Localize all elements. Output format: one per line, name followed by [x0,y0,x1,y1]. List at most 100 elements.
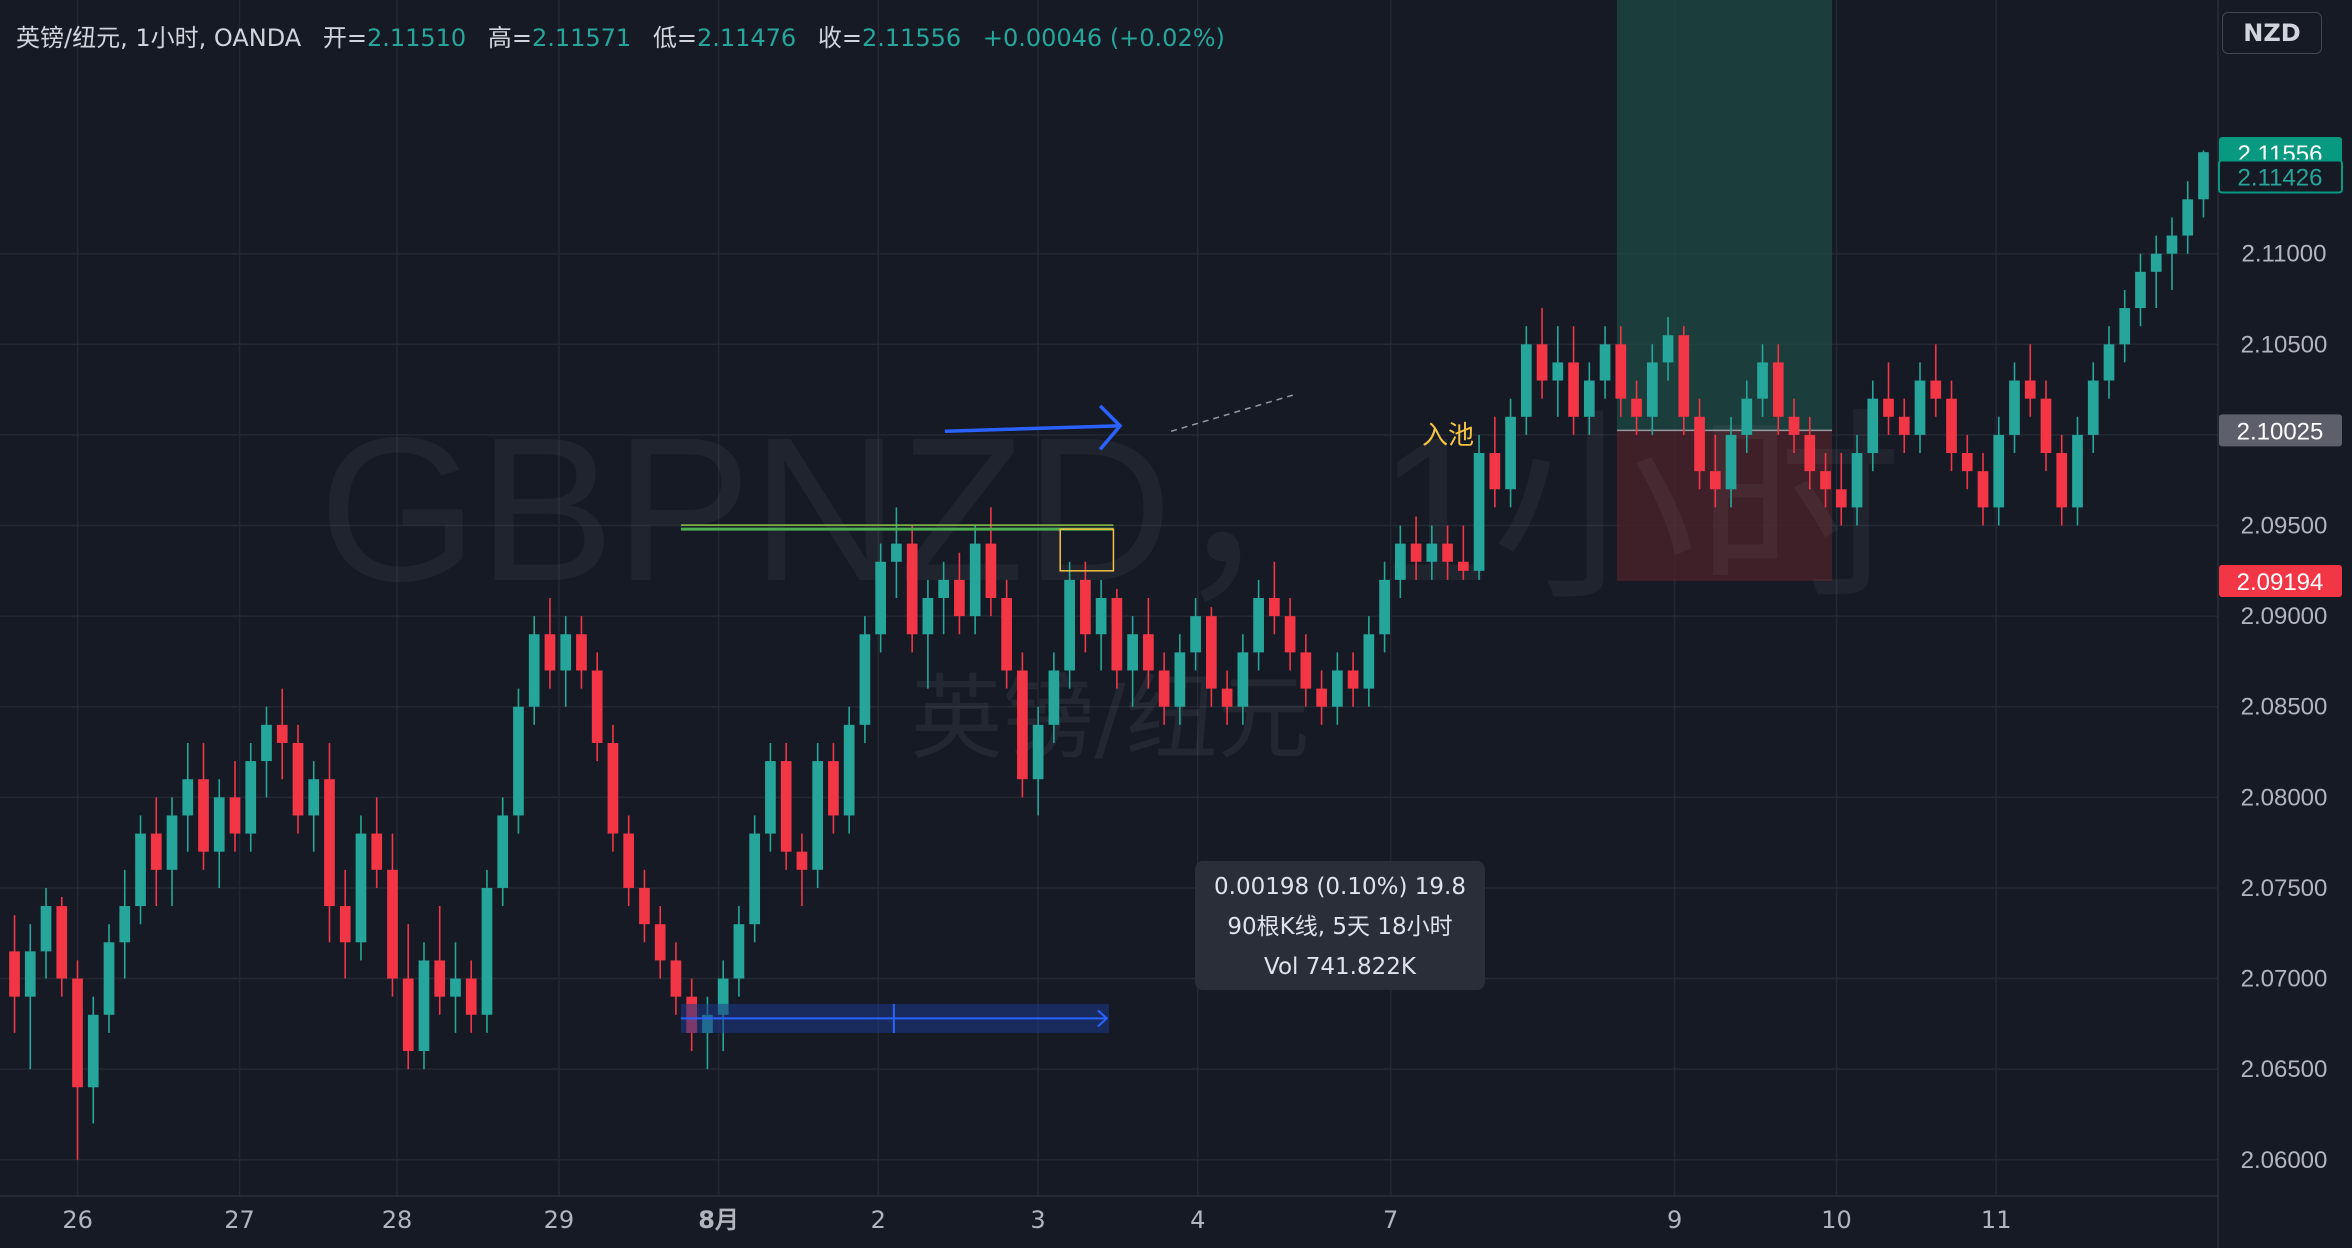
candle-body [1678,335,1690,417]
candle [812,742,824,888]
candle-body [2135,271,2146,309]
candle [1410,516,1422,580]
measure-volume: Vol 741.822K [1264,954,1416,980]
time-tick-label: 27 [224,1206,255,1234]
candle [654,906,666,979]
candle-body [2103,344,2115,381]
candle [1788,398,1800,454]
price-label-bg [2219,564,2342,597]
candle-body [1284,616,1296,653]
watermark-symbol: GBPNZD，1小时 [318,395,1901,624]
candle-body [198,779,209,852]
candle-body [1080,579,1091,635]
candle [1583,362,1595,435]
candle [150,797,162,907]
candle [922,579,934,689]
candle [1757,344,1768,417]
time-tick-label: 2 [871,1206,886,1234]
candle-body [103,942,115,1015]
candle [261,706,272,798]
candle [9,915,20,1033]
price-tick-label: 2.11000 [2242,241,2327,268]
candle [1552,326,1564,417]
candle-body [418,960,430,1052]
candle-body [560,634,572,671]
time-tick-label: 26 [62,1206,93,1234]
candle-body [1993,434,2005,508]
candle [623,815,635,907]
symbol-legend: 英镑/纽元, 1小时, OANDA 开=2.11510 高=2.11571 低=… [16,18,1225,53]
annotation-label[interactable]: 入池 [1422,421,1474,451]
currency-button[interactable]: NZD [2222,12,2322,54]
candle [2135,253,2146,327]
candle [339,869,351,979]
candle-body [1820,471,1831,490]
candle [796,833,808,907]
candle-body [481,887,493,1015]
candle [1946,380,1957,472]
candle-body [229,797,241,834]
candle-body [276,724,288,743]
candle-body [371,833,383,870]
stop-zone[interactable] [1616,430,1833,581]
candle-body [1977,471,1989,508]
chart-grid [0,0,2218,1196]
candle [135,815,146,925]
candle-body [2198,152,2209,200]
candle [1568,326,1579,435]
consolidation-box[interactable] [1059,528,1115,572]
candle [24,924,36,1070]
candle-body [24,951,36,997]
candle [1111,588,1123,689]
candle-body [843,724,855,816]
candle-body [1694,416,1705,472]
candle [1883,362,1894,435]
entry-arrow[interactable] [944,424,1118,434]
candle [2024,344,2036,417]
candle-body [40,906,52,952]
candle-body [1536,344,1548,381]
candle [2182,181,2194,254]
candle-body [402,978,414,1052]
candle [1174,634,1186,725]
candle [1190,598,1201,671]
candle-body [182,779,194,816]
candle [1017,652,1028,798]
candle [1347,652,1359,707]
candle-body [308,779,320,816]
candle-body [1300,652,1312,689]
price-axis[interactable]: 2.06000 2.06500 2.07000 2.07500 2.08000 2.085… [2217,0,2343,1248]
candle-body [2024,380,2036,399]
candle [103,924,115,1033]
price-label: 2.09194 [2237,569,2324,596]
symbol-name[interactable]: 英镑/纽元, 1小时, OANDA [16,24,302,52]
candle [40,887,52,979]
candle-body [1017,670,1028,780]
candle [2009,362,2020,454]
price-tick-label: 2.10500 [2241,331,2328,358]
candle [1820,453,1831,508]
candle [72,960,83,1160]
candle [1505,398,1516,508]
high-value: 2.11571 [531,24,632,52]
candle-body [1662,335,1674,363]
price-label-bg [2219,414,2342,447]
candle-body [2009,380,2020,435]
change-value: +0.00046 (+0.02%) [982,24,1225,52]
candle-body [1457,561,1469,571]
candle-body [1505,416,1516,490]
candle-body [513,706,524,816]
price-tick-label: 2.08500 [2241,694,2328,721]
time-axis[interactable]: 26 27 28 29 8月 2 3 4 7 9 10 11 [0,1195,2218,1234]
price-label-bg [2218,159,2343,194]
candle [954,552,965,635]
candle [2087,362,2099,454]
candle-body [1064,579,1075,671]
candle [2198,150,2209,218]
candle-body [1757,362,1768,399]
candle-body [119,906,131,943]
measure-arrow-head [1097,1009,1109,1028]
candle [2166,217,2178,290]
candle [1127,616,1138,707]
